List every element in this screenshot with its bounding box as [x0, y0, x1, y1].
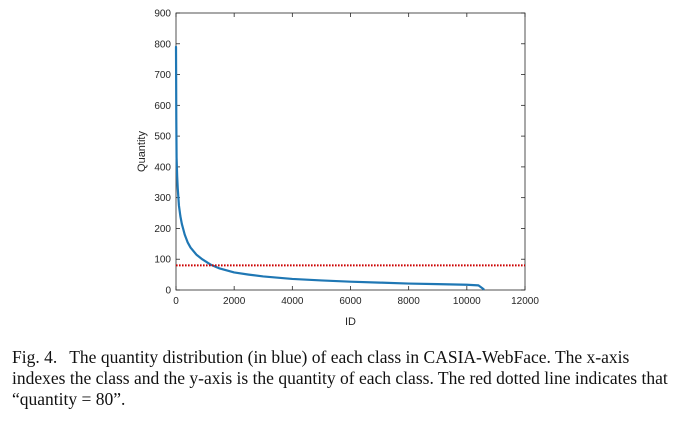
caption-text: The quantity distribution (in blue) of e…: [12, 347, 668, 409]
tick-labels: 0 2000 4000 6000 8000 10000 12000 0 100 200 300 400…: [154, 9, 539, 308]
tick-marks: [175, 12, 526, 291]
x-tick-label: 10000: [453, 296, 481, 307]
y-tick-label: 300: [154, 193, 171, 204]
y-tick-label: 400: [154, 162, 171, 173]
x-tick-label: 12000: [511, 296, 539, 307]
series-line: [174, 45, 485, 291]
x-tick-label: 4000: [281, 296, 304, 307]
figure-number: Fig. 4.: [12, 347, 58, 367]
y-axis-title: Quantity: [136, 131, 148, 172]
y-tick-label: 200: [154, 224, 171, 235]
plot-area: [175, 12, 526, 291]
x-tick-label: 2000: [223, 296, 246, 307]
x-tick-label: 6000: [339, 296, 362, 307]
figure-caption: Fig. 4. The quantity distribution (in blu…: [12, 347, 674, 410]
y-tick-label: 800: [154, 39, 171, 50]
chart: 0 2000 4000 6000 8000 10000 12000 0 100 200 300 400…: [136, 9, 539, 329]
series-layer: [174, 45, 525, 291]
y-tick-label: 0: [165, 286, 171, 297]
x-tick-label: 0: [173, 296, 179, 307]
x-tick-label: 8000: [398, 296, 421, 307]
y-tick-label: 100: [154, 255, 171, 266]
y-tick-label: 900: [154, 9, 171, 20]
y-tick-label: 500: [154, 132, 171, 143]
y-tick-label: 700: [154, 70, 171, 81]
y-tick-label: 600: [154, 101, 171, 112]
x-axis-title: ID: [345, 316, 356, 328]
